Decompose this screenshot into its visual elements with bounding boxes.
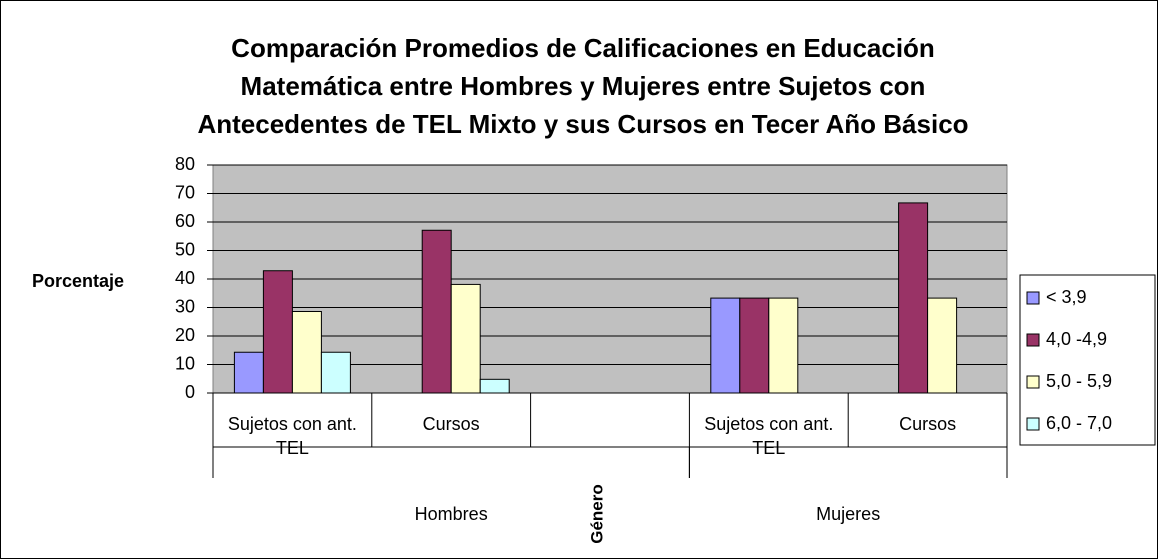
- legend-label: 5,0 - 5,9: [1046, 371, 1112, 391]
- group-label: Mujeres: [816, 504, 881, 524]
- y-tick-label: 80: [175, 154, 195, 174]
- y-tick-label: 20: [175, 325, 195, 345]
- y-tick-label: 30: [175, 296, 195, 316]
- x-tick-label: Sujetos con ant. TEL: [704, 414, 834, 458]
- bar: [479, 378, 510, 394]
- legend: [1019, 274, 1156, 446]
- x-tick-label: Cursos: [422, 414, 480, 434]
- group-label: Hombres: [414, 504, 488, 524]
- y-tick-label: 60: [175, 211, 195, 231]
- y-tick-label: 40: [175, 268, 195, 288]
- bar: [768, 297, 799, 394]
- bar: [262, 270, 293, 394]
- y-tick-label: 50: [175, 239, 195, 259]
- legend-label: 4,0 -4,9: [1046, 329, 1107, 349]
- chart-title: Comparación Promedios de Calificaciones …: [231, 33, 935, 63]
- bar: [233, 351, 264, 394]
- y-axis-label: Porcentaje: [32, 271, 124, 291]
- chart-title: Matemática entre Hombres y Mujeres entre…: [241, 71, 926, 101]
- bar: [320, 351, 351, 394]
- legend-swatch: [1026, 417, 1040, 431]
- x-axis-label: Género: [587, 484, 606, 544]
- bar: [898, 202, 929, 394]
- chart-title: Antecedentes de TEL Mixto y sus Cursos e…: [197, 109, 968, 139]
- x-tick-label: Sujetos con ant. TEL: [227, 414, 357, 458]
- bar: [450, 283, 481, 394]
- bar: [927, 297, 958, 394]
- bar: [739, 297, 770, 394]
- legend-swatch: [1026, 375, 1040, 389]
- legend-swatch: [1026, 291, 1040, 305]
- y-tick-label: 0: [185, 382, 195, 402]
- y-tick-label: 70: [175, 182, 195, 202]
- legend-label: < 3,9: [1046, 287, 1087, 307]
- x-tick-label: Cursos: [899, 414, 957, 434]
- bar: [710, 297, 741, 394]
- bar: [421, 229, 452, 394]
- y-tick-label: 10: [175, 353, 195, 373]
- legend-swatch: [1026, 333, 1040, 347]
- bar: [291, 310, 322, 394]
- legend-label: 6,0 - 7,0: [1046, 413, 1112, 433]
